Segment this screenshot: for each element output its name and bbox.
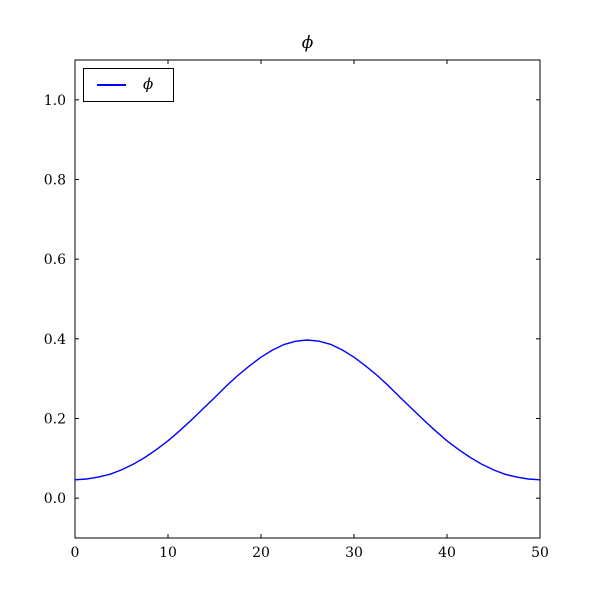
x-tick-label: 0 bbox=[71, 545, 80, 561]
x-tick-label: 10 bbox=[159, 545, 177, 561]
series-line bbox=[74, 339, 541, 481]
y-tick-label: 0.2 bbox=[44, 412, 66, 428]
y-tick-label: 0.4 bbox=[44, 332, 66, 348]
chart-title: ϕ bbox=[301, 33, 314, 53]
y-tick-label: 0.8 bbox=[44, 173, 66, 189]
x-tick-label: 40 bbox=[438, 545, 456, 561]
x-tick-label: 30 bbox=[345, 545, 363, 561]
axes-frame bbox=[74, 59, 541, 539]
y-tick-label: 0.0 bbox=[44, 491, 66, 507]
legend-label: ϕ bbox=[143, 74, 154, 93]
x-tick-label: 50 bbox=[531, 545, 549, 561]
legend: ϕ bbox=[83, 68, 174, 102]
y-tick-label: 1.0 bbox=[44, 93, 66, 109]
y-tick-label: 0.6 bbox=[44, 252, 66, 268]
x-tick-label: 20 bbox=[252, 545, 270, 561]
legend-line-sample bbox=[97, 84, 126, 86]
